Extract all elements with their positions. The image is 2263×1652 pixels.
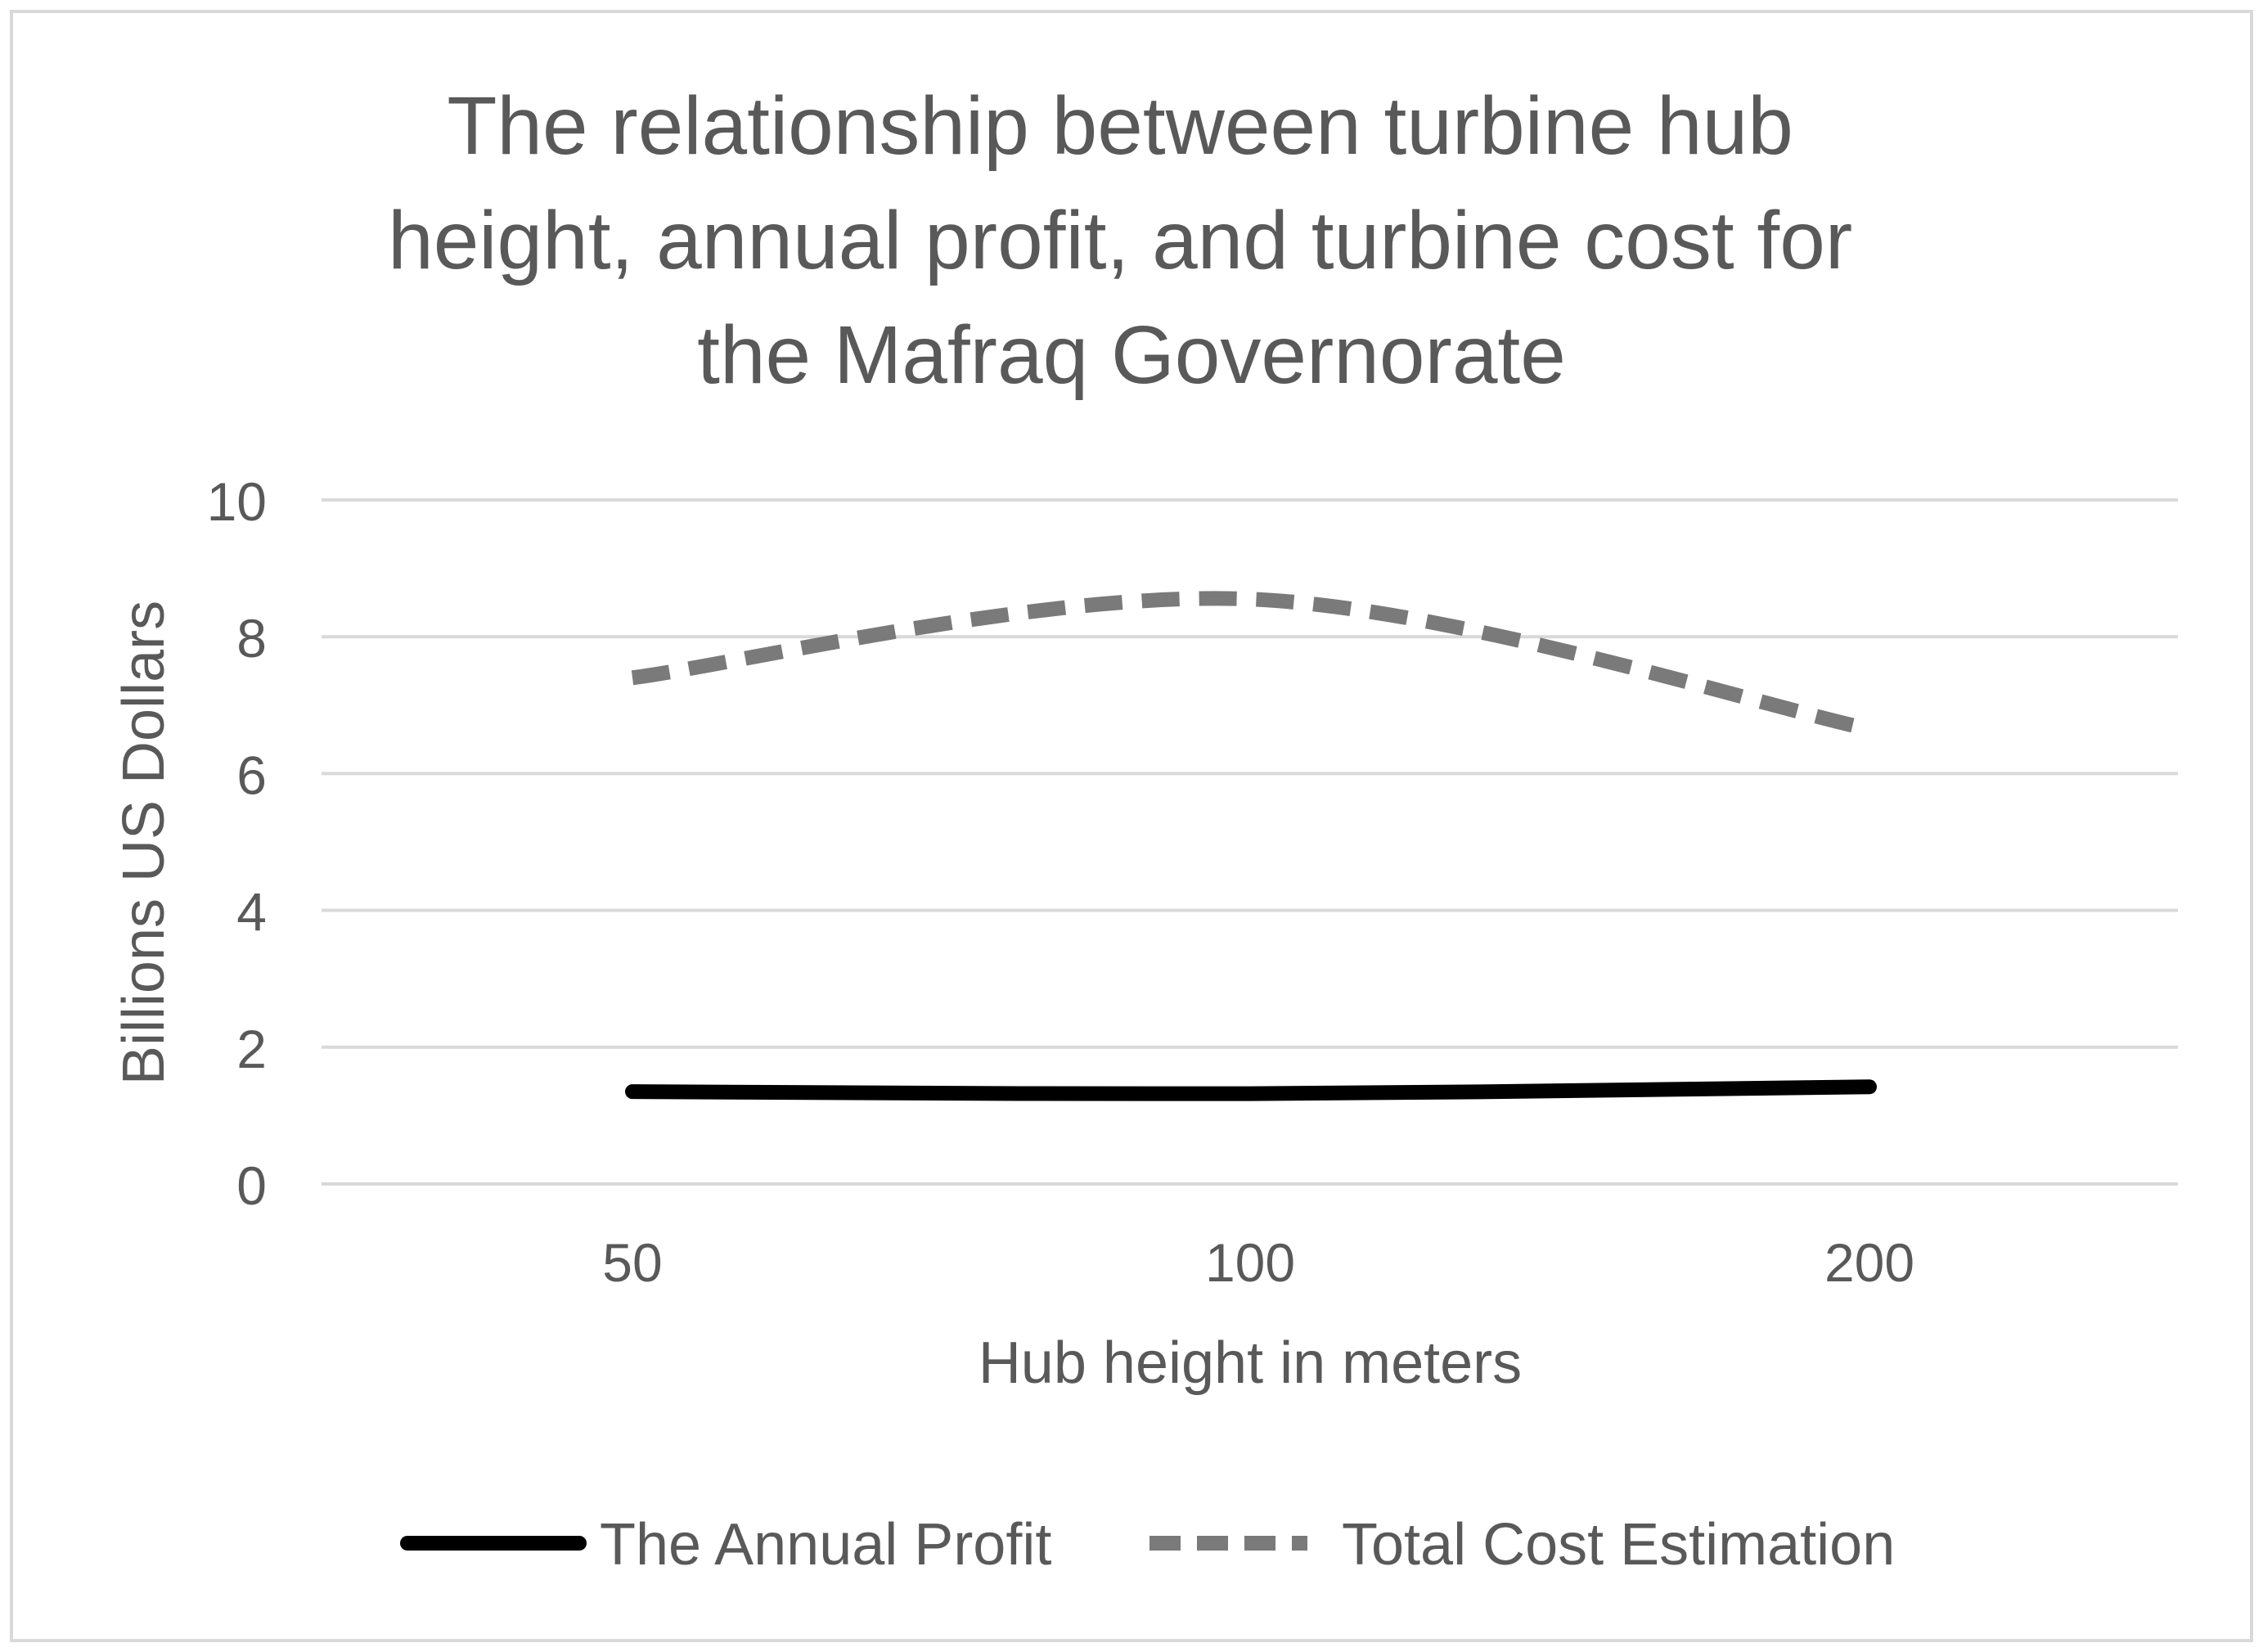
chart-title: The relationship between turbine hub hei… — [388, 80, 1875, 401]
x-tick-label-50: 50 — [602, 1232, 662, 1293]
y-tick-label-6: 6 — [236, 745, 267, 805]
y-axis-tick-labels: 0 2 4 6 8 10 — [207, 471, 267, 1216]
y-tick-label-0: 0 — [236, 1155, 267, 1216]
series-line-annual-profit — [625, 1079, 1877, 1101]
x-axis-tick-labels: 50 100 200 — [602, 1232, 1914, 1293]
x-tick-label-200: 200 — [1824, 1232, 1914, 1293]
chart-title-line-3: the Mafraq Governorate — [697, 309, 1566, 401]
gridlines — [322, 498, 2178, 1186]
x-axis-label: Hub height in meters — [979, 1330, 1522, 1396]
legend-label-annual-profit: The Annual Profit — [600, 1512, 1051, 1578]
chart-border — [10, 10, 2253, 1642]
series-line-total-cost — [631, 591, 1871, 736]
y-tick-label-8: 8 — [236, 608, 267, 668]
x-tick-label-100: 100 — [1205, 1232, 1295, 1293]
legend-label-total-cost: Total Cost Estimation — [1342, 1512, 1895, 1578]
chart-title-line-2: height, annual profit, and turbine cost … — [388, 195, 1852, 286]
legend: The Annual Profit Total Cost Estimation — [400, 1512, 1895, 1578]
chart-title-line-1: The relationship between turbine hub — [447, 80, 1793, 172]
plot-series — [625, 591, 1877, 1101]
y-axis-label: Billions US Dollars — [111, 601, 177, 1085]
y-tick-label-10: 10 — [207, 471, 267, 532]
y-tick-label-2: 2 — [236, 1019, 267, 1079]
y-tick-label-4: 4 — [236, 882, 267, 943]
